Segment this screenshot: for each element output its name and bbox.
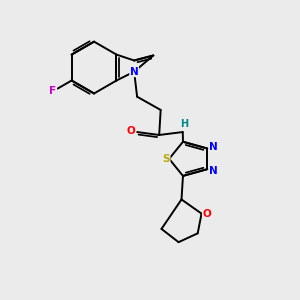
Text: O: O xyxy=(127,126,136,136)
Text: S: S xyxy=(162,154,170,164)
Text: H: H xyxy=(180,119,188,129)
Text: O: O xyxy=(202,208,211,219)
Text: N: N xyxy=(209,142,218,152)
Text: N: N xyxy=(209,166,218,176)
Text: F: F xyxy=(50,86,57,96)
Text: N: N xyxy=(130,67,139,77)
